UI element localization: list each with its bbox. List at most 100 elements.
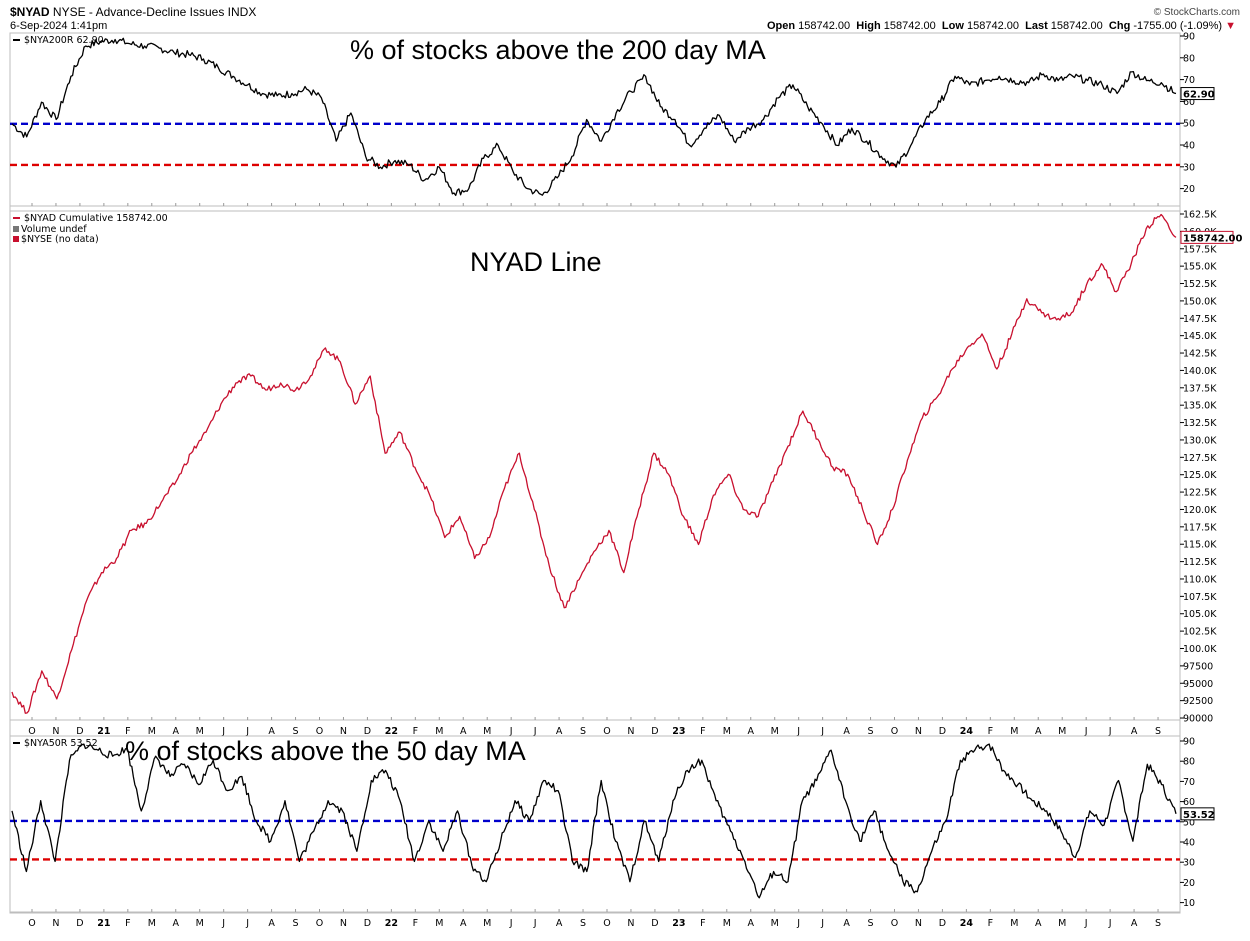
last-value-label: 158742.00	[1183, 233, 1243, 244]
x-tick-label: A	[843, 726, 850, 737]
x-tick-label: F	[988, 726, 993, 737]
x-tick-label: J	[1084, 726, 1088, 737]
y-tick-label: 147.5K	[1183, 314, 1217, 325]
last-value-label: 53.52	[1183, 810, 1215, 821]
x-tick-label: A	[748, 918, 755, 929]
x-tick-label: N	[627, 726, 634, 737]
x-tick-label: O	[28, 726, 35, 737]
panel-border	[9, 32, 1181, 207]
legend-label: $NYA200R 62.90	[24, 35, 104, 46]
x-tick-label: O	[316, 726, 323, 737]
high-value: 158742.00	[883, 20, 936, 32]
x-tick-label: N	[340, 918, 347, 929]
down-arrow-icon: ▼	[1225, 20, 1236, 32]
x-tick-label: M	[723, 726, 731, 737]
x-tick-label: J	[796, 726, 800, 737]
high-label: High	[856, 20, 881, 32]
x-tick-label: J	[533, 918, 537, 929]
y-tick-label: 40	[1183, 838, 1195, 849]
x-tick-label: J	[245, 726, 249, 737]
y-tick-label: 50	[1183, 119, 1195, 130]
series-line	[11, 743, 1177, 899]
x-tick-label: 21	[97, 918, 110, 929]
x-tick-label: A	[173, 918, 180, 929]
y-tick-label: 117.5K	[1183, 522, 1217, 533]
x-tick-label: J	[820, 918, 824, 929]
y-tick-label: 80	[1183, 53, 1195, 64]
open-value: 158742.00	[798, 20, 851, 32]
x-tick-label: A	[748, 726, 755, 737]
y-tick-label: 20	[1183, 184, 1195, 195]
x-tick-label: N	[340, 726, 347, 737]
x-tick-label: J	[533, 726, 537, 737]
x-tick-label: A	[1131, 918, 1138, 929]
x-tick-label: J	[509, 918, 513, 929]
symbol: $NYAD	[10, 5, 50, 19]
symbol-title: $NYAD NYSE - Advance-Decline Issues INDX	[10, 5, 256, 19]
exchange-desc: NYSE - Advance-Decline Issues INDX	[52, 5, 257, 19]
panel-annotation: % of stocks above the 200 day MA	[350, 35, 766, 65]
x-tick-label: F	[413, 918, 418, 929]
x-tick-label: A	[173, 726, 180, 737]
x-tick-label: J	[221, 726, 225, 737]
x-tick-label: S	[868, 918, 874, 929]
open-label: Open	[766, 20, 796, 32]
x-tick-label: J	[796, 918, 800, 929]
y-tick-label: 105.0K	[1183, 609, 1217, 620]
last-value-label: 62.90	[1183, 90, 1215, 101]
x-tick-label: J	[1084, 918, 1088, 929]
y-tick-label: 157.5K	[1183, 244, 1217, 255]
x-tick-label: O	[603, 918, 610, 929]
x-tick-label: N	[52, 726, 59, 737]
last-value: 158742.00	[1050, 20, 1103, 32]
legend-label: $NYAD Cumulative 158742.00	[24, 213, 168, 224]
y-tick-label: 10	[1183, 898, 1195, 909]
y-tick-label: 70	[1183, 777, 1195, 788]
y-tick-label: 132.5K	[1183, 418, 1217, 429]
chg-value: -1755.00 (-1.09%)	[1133, 20, 1223, 32]
x-tick-label: D	[364, 726, 371, 737]
x-tick-label: A	[268, 918, 275, 929]
x-tick-label: A	[268, 726, 275, 737]
legend-label: $NYA50R 53.52	[24, 738, 98, 749]
y-tick-label: 30	[1183, 162, 1195, 173]
x-tick-label: F	[125, 726, 130, 737]
chart-datetime: 6-Sep-2024 1:41pm	[10, 20, 108, 32]
x-tick-label: 22	[385, 918, 398, 929]
x-tick-label: D	[651, 918, 658, 929]
panel-3: 90 80 70 60 50 40 30 20 10 53.52 $NYA50R 53.52 % of…	[9, 735, 1215, 929]
panel-border	[9, 735, 1181, 913]
y-tick-label: 145.0K	[1183, 331, 1217, 342]
x-tick-label: M	[1058, 726, 1066, 737]
y-tick-label: 122.5K	[1183, 488, 1217, 499]
y-tick-label: 60	[1183, 797, 1195, 808]
y-tick-label: 50	[1183, 817, 1195, 828]
y-tick-label: 20	[1183, 878, 1195, 889]
x-tick-label: A	[556, 918, 563, 929]
volume-bars-icon	[13, 226, 19, 232]
panel-annotation: % of stocks above the 50 day MA	[125, 736, 526, 766]
low-label: Low	[941, 20, 964, 32]
x-tick-label: A	[460, 726, 467, 737]
y-tick-label: 90	[1183, 32, 1195, 43]
x-tick-label: 21	[97, 726, 110, 737]
x-tick-label: A	[460, 918, 467, 929]
x-tick-label: A	[1035, 918, 1042, 929]
last-label: Last	[1025, 20, 1048, 32]
y-tick-label: 120.0K	[1183, 505, 1217, 516]
legend-volume: Volume undef	[21, 224, 87, 235]
y-tick-label: 135.0K	[1183, 401, 1217, 412]
y-tick-label: 142.5K	[1183, 349, 1217, 360]
x-tick-label: S	[580, 918, 586, 929]
x-tick-label: O	[891, 918, 898, 929]
y-tick-label: 155.0K	[1183, 262, 1217, 273]
x-tick-label: S	[1155, 726, 1161, 737]
x-tick-label: F	[413, 726, 418, 737]
low-value: 158742.00	[966, 20, 1019, 32]
y-tick-label: 152.5K	[1183, 279, 1217, 290]
x-tick-label: A	[1131, 726, 1138, 737]
y-tick-label: 95000	[1183, 679, 1213, 690]
y-tick-label: 40	[1183, 141, 1195, 152]
x-tick-label: J	[221, 918, 225, 929]
